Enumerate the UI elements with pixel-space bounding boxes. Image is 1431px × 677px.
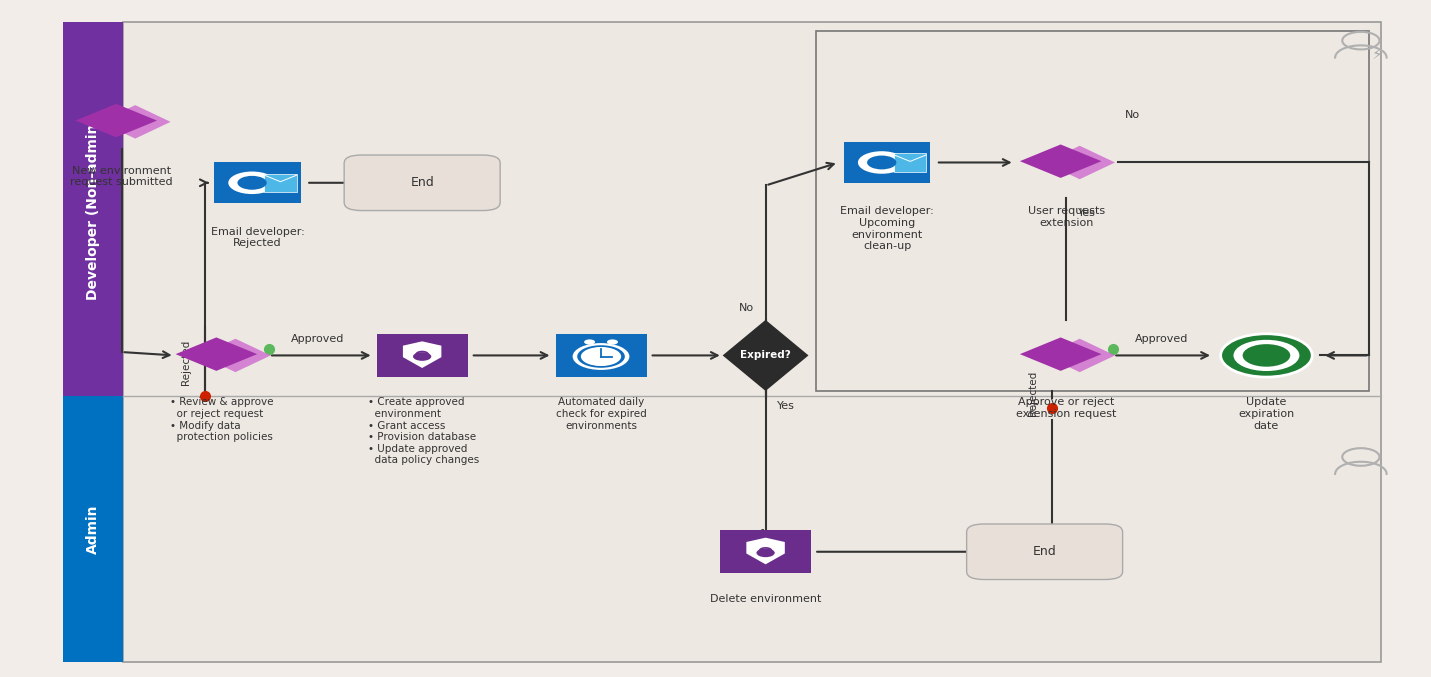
Polygon shape [723,320,809,391]
FancyBboxPatch shape [967,524,1122,580]
Text: Rejected: Rejected [1029,371,1037,416]
Polygon shape [176,337,258,371]
Text: New environment
request submitted: New environment request submitted [70,166,173,188]
Circle shape [572,343,630,370]
FancyBboxPatch shape [123,22,1381,662]
Circle shape [607,339,618,345]
Circle shape [859,151,906,174]
Text: Developer (Non-admin): Developer (Non-admin) [86,118,100,300]
FancyBboxPatch shape [376,334,468,377]
FancyBboxPatch shape [63,396,123,662]
Circle shape [238,176,266,190]
Circle shape [577,345,625,368]
Text: No: No [1125,110,1141,121]
Text: Expired?: Expired? [740,351,791,360]
Text: Approve or reject
extension request: Approve or reject extension request [1016,397,1116,419]
Text: Delete environment: Delete environment [710,594,821,604]
Circle shape [584,339,595,345]
Text: Update
expiration
date: Update expiration date [1238,397,1295,431]
FancyBboxPatch shape [215,162,301,203]
Text: No: No [738,303,754,313]
Circle shape [1221,334,1312,377]
Text: Rejected: Rejected [182,340,190,385]
FancyBboxPatch shape [894,154,926,171]
FancyBboxPatch shape [343,155,501,211]
Text: ⚡: ⚡ [1371,47,1382,62]
Text: Yes: Yes [777,401,794,411]
FancyBboxPatch shape [63,22,123,396]
Circle shape [1234,340,1299,371]
Text: Automated daily
check for expired
environments: Automated daily check for expired enviro… [555,397,647,431]
FancyBboxPatch shape [265,174,296,192]
Text: End: End [1033,545,1056,559]
Text: Admin: Admin [86,504,100,554]
Text: Approved: Approved [290,334,343,343]
Text: End: End [411,176,434,190]
FancyBboxPatch shape [720,530,811,573]
Text: Approved: Approved [1135,334,1188,343]
Text: Email developer:
Upcoming
environment
clean-up: Email developer: Upcoming environment cl… [840,206,934,251]
Polygon shape [1045,338,1115,372]
Polygon shape [100,105,170,139]
Circle shape [414,352,431,361]
Text: • Create approved
  environment
• Grant access
• Provision database
• Update app: • Create approved environment • Grant ac… [368,397,479,465]
Polygon shape [1045,146,1115,179]
Polygon shape [404,341,441,368]
Polygon shape [747,538,784,565]
Polygon shape [200,338,270,372]
FancyBboxPatch shape [844,142,930,183]
Text: Email developer:
Rejected: Email developer: Rejected [210,227,305,248]
Polygon shape [76,104,157,137]
Circle shape [229,171,276,194]
Circle shape [757,548,774,557]
Text: Yes: Yes [1078,209,1095,218]
Circle shape [1242,344,1291,367]
Polygon shape [1020,337,1102,371]
Text: User requests
extension: User requests extension [1027,206,1105,228]
Circle shape [867,156,896,169]
Circle shape [581,347,621,366]
Text: • Review & approve
  or reject request
• Modify data
  protection policies: • Review & approve or reject request • M… [170,397,273,442]
Polygon shape [1020,144,1102,178]
FancyBboxPatch shape [555,334,647,377]
